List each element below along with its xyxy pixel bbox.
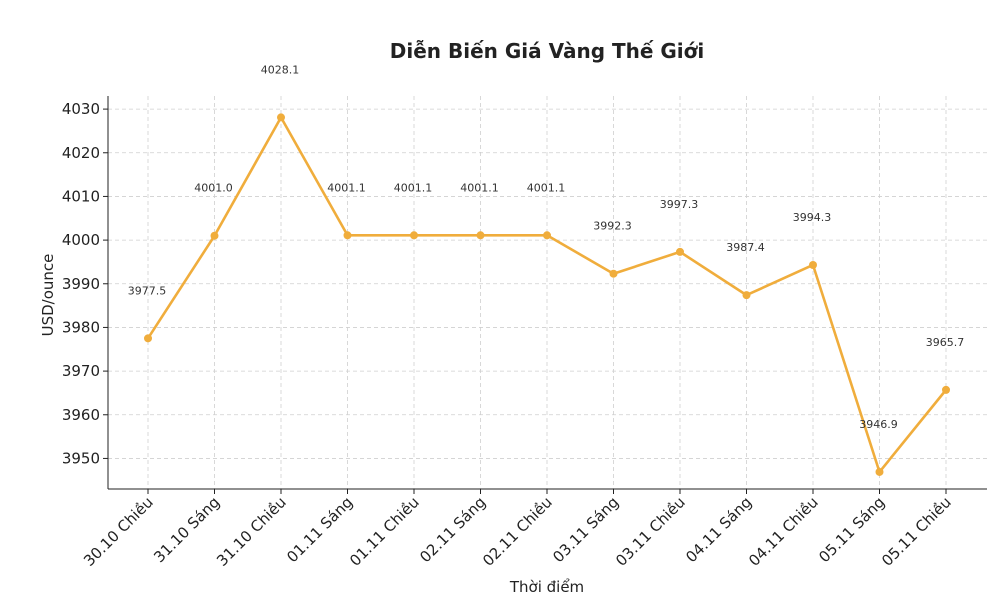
x-tick-label: 04.11 Sáng	[682, 493, 755, 566]
y-tick-label: 4010	[62, 187, 100, 205]
data-label: 4001.0	[194, 182, 233, 195]
data-label: 4001.1	[327, 181, 366, 194]
x-tick-label: 30.10 Chiều	[80, 493, 157, 570]
data-point	[809, 260, 817, 269]
y-tick-label: 4030	[62, 100, 100, 118]
data-label: 4001.1	[394, 181, 433, 194]
data-point	[543, 231, 551, 240]
x-tick-label: 31.10 Chiều	[213, 493, 290, 570]
x-tick-label: 02.11 Chiều	[479, 493, 556, 570]
x-tick-label: 02.11 Sáng	[416, 493, 489, 566]
data-point	[942, 385, 950, 394]
y-tick-label: 3970	[62, 362, 100, 380]
x-tick-label: 03.11 Sáng	[549, 493, 622, 566]
data-label: 3992.3	[593, 220, 632, 233]
labels-layer: 3977.5 4001.0 4028.1 4001.1 4001.1 4001.1 4001…	[128, 63, 965, 431]
data-label: 4001.1	[527, 181, 566, 194]
axes-layer: 3950 3960 3970 3980 3990 4000 4010 4020 4030 30.1…	[62, 96, 987, 570]
y-tick-label: 4020	[62, 144, 100, 162]
data-label: 4028.1	[261, 63, 300, 76]
chart-title: Diễn Biến Giá Vàng Thế Giới	[390, 39, 705, 63]
data-label: 3994.3	[793, 211, 832, 224]
grid-layer	[108, 96, 987, 489]
data-label: 3977.5	[128, 284, 167, 297]
data-label: 4001.1	[460, 181, 499, 194]
data-point	[742, 291, 751, 300]
data-point	[343, 231, 352, 240]
y-tick-label: 4000	[62, 231, 100, 249]
y-axis-label: USD/ounce	[39, 254, 57, 337]
y-tick-label: 3990	[62, 275, 100, 293]
data-point	[676, 247, 684, 256]
x-tick-label: 01.11 Chiều	[346, 493, 423, 570]
data-label: 3965.7	[926, 336, 965, 349]
data-point	[277, 113, 285, 122]
y-tick-label: 3980	[62, 318, 100, 336]
data-label: 3997.3	[660, 198, 699, 211]
data-point	[476, 231, 485, 240]
data-point	[875, 467, 884, 476]
y-tick-label: 3950	[62, 449, 100, 467]
x-tick-label: 04.11 Chiều	[745, 493, 822, 570]
x-tick-label: 31.10 Sáng	[150, 493, 223, 566]
x-axis-label: Thời điểm	[509, 578, 584, 596]
y-tick-label: 3960	[62, 406, 100, 424]
x-tick-label: 05.11 Sáng	[815, 493, 888, 566]
x-tick-label: 03.11 Chiều	[612, 493, 689, 570]
data-label: 3946.9	[859, 418, 898, 431]
data-point	[144, 334, 152, 343]
x-tick-label: 05.11 Chiều	[878, 493, 955, 570]
series-layer	[144, 113, 950, 476]
data-point	[609, 269, 618, 278]
data-point	[410, 231, 418, 240]
data-point	[210, 231, 219, 240]
data-label: 3987.4	[726, 241, 765, 254]
x-tick-label: 01.11 Sáng	[283, 493, 356, 566]
